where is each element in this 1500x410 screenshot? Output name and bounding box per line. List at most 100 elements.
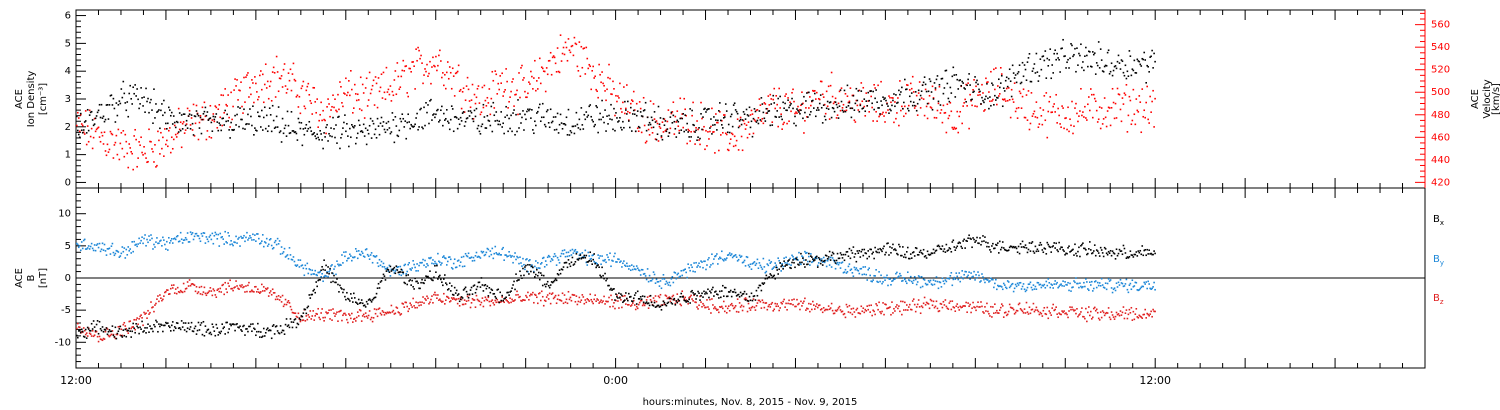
- by-point: [650, 279, 653, 282]
- by-point: [1090, 280, 1093, 283]
- bz-point: [84, 333, 87, 336]
- by-point: [442, 256, 444, 259]
- velocity-point: [318, 119, 320, 122]
- density-point: [855, 87, 858, 90]
- density-point: [1152, 67, 1154, 69]
- density-point: [964, 88, 966, 90]
- bz-point: [962, 305, 964, 307]
- velocity-point: [364, 87, 367, 89]
- by-point: [798, 251, 800, 254]
- density-point: [435, 113, 437, 116]
- density-point: [357, 119, 360, 122]
- velocity-point: [444, 87, 447, 90]
- bottom-tick-label: 10: [58, 209, 71, 220]
- by-point: [660, 287, 663, 290]
- bz-point: [384, 311, 387, 314]
- bz-point: [437, 294, 439, 296]
- density-point: [830, 116, 833, 119]
- density-point: [1001, 105, 1004, 108]
- by-point: [972, 275, 974, 278]
- bz-point: [257, 288, 259, 291]
- bx-point: [173, 326, 176, 328]
- bx-point: [166, 322, 168, 325]
- velocity-point: [468, 100, 471, 102]
- by-point: [389, 275, 392, 277]
- density-point: [692, 123, 694, 126]
- top-left-tick-label: 6: [65, 11, 71, 22]
- density-point: [490, 105, 493, 108]
- velocity-point: [1001, 98, 1004, 101]
- velocity-point: [267, 97, 270, 100]
- bz-point: [1096, 311, 1099, 314]
- density-point: [1051, 64, 1054, 66]
- bz-point: [767, 305, 770, 308]
- bz-point: [373, 308, 376, 310]
- by-point: [655, 278, 658, 281]
- velocity-point: [1145, 101, 1147, 104]
- density-point: [856, 99, 859, 102]
- bz-point: [501, 296, 503, 298]
- by-point: [296, 264, 299, 266]
- density-point: [156, 111, 158, 113]
- by-point: [895, 272, 897, 275]
- density-point: [1063, 55, 1065, 58]
- density-point: [268, 107, 271, 109]
- by-point: [1084, 285, 1086, 288]
- velocity-point: [1054, 111, 1056, 113]
- density-point: [91, 119, 94, 121]
- velocity-point: [1086, 119, 1088, 121]
- density-point: [479, 133, 482, 135]
- velocity-point: [590, 88, 593, 91]
- velocity-point: [155, 166, 157, 168]
- by-point: [728, 252, 731, 254]
- bz-point: [680, 304, 683, 307]
- velocity-point: [127, 166, 130, 169]
- density-point: [1125, 77, 1128, 80]
- velocity-point: [401, 69, 404, 72]
- bx-point: [170, 324, 173, 327]
- velocity-point: [584, 73, 587, 75]
- bz-point: [870, 304, 872, 307]
- bz-point: [1151, 315, 1153, 318]
- density-point: [1021, 61, 1024, 64]
- density-point: [497, 123, 500, 126]
- bz-point: [615, 299, 617, 302]
- bx-point: [228, 328, 230, 330]
- velocity-point: [572, 54, 575, 57]
- density-point: [1032, 67, 1035, 70]
- bz-point: [482, 305, 485, 308]
- bx-point: [238, 326, 240, 329]
- density-point: [698, 127, 700, 129]
- density-point: [1105, 64, 1108, 67]
- bx-point: [82, 335, 85, 338]
- top-right-tick-label: 520: [1431, 65, 1450, 76]
- velocity-point: [239, 89, 241, 92]
- density-point: [569, 130, 572, 132]
- density-point: [229, 137, 231, 139]
- density-point: [870, 90, 872, 92]
- density-point: [603, 121, 605, 124]
- density-point: [301, 144, 304, 147]
- velocity-point: [653, 118, 656, 120]
- by-point: [622, 262, 624, 265]
- top-left-tick-label: 0: [65, 177, 71, 188]
- velocity-point: [978, 91, 980, 93]
- bx-point: [116, 332, 119, 335]
- velocity-point: [253, 101, 255, 104]
- density-point: [1100, 59, 1103, 61]
- velocity-point: [989, 100, 991, 103]
- velocity-point: [817, 97, 820, 100]
- by-point: [1132, 285, 1135, 288]
- density-point: [1151, 49, 1153, 52]
- density-point: [464, 120, 467, 123]
- velocity-point: [809, 96, 811, 98]
- by-point: [1027, 283, 1030, 286]
- density-point: [724, 103, 727, 105]
- density-point: [897, 101, 899, 104]
- density-point: [283, 127, 286, 130]
- density-point: [658, 123, 661, 126]
- bz-point: [721, 305, 723, 308]
- bz-point: [368, 310, 371, 312]
- density-point: [723, 116, 726, 118]
- by-point: [874, 275, 876, 277]
